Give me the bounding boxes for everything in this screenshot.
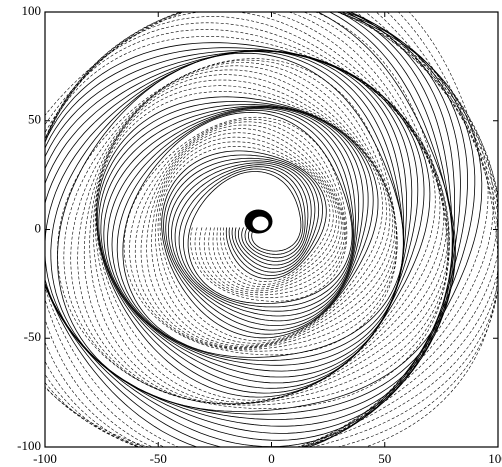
contour-line xyxy=(45,12,498,447)
x-tick-label: 0 xyxy=(268,451,275,466)
contour-line xyxy=(45,12,498,447)
y-tick-label: -100 xyxy=(17,438,41,453)
contour-line xyxy=(45,12,494,447)
y-tick-label: 50 xyxy=(28,112,41,127)
contour-line xyxy=(45,12,468,447)
contour-line xyxy=(57,12,456,412)
contour-line xyxy=(45,12,455,434)
x-tick-label: 100 xyxy=(488,451,502,466)
core-hole xyxy=(252,216,269,231)
contour-line xyxy=(45,12,498,447)
contour-line xyxy=(45,12,476,447)
y-tick-label: -50 xyxy=(24,329,41,344)
x-tick-label: -50 xyxy=(150,451,167,466)
x-tick-label: -100 xyxy=(33,451,57,466)
contour-line xyxy=(45,12,489,447)
contour-line xyxy=(45,12,498,447)
contour-line xyxy=(50,12,455,415)
contour-line xyxy=(45,12,498,447)
y-tick-label: 100 xyxy=(22,3,42,18)
contour-line xyxy=(45,12,461,441)
x-tick-label: 50 xyxy=(378,451,391,466)
y-tick-label: 0 xyxy=(35,220,42,235)
contour-line xyxy=(45,12,483,447)
